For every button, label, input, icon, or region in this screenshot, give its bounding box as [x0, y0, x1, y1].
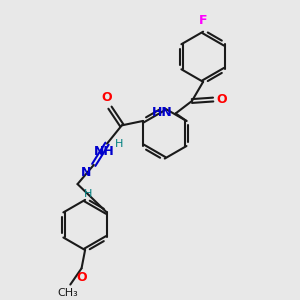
Text: HN: HN — [152, 106, 172, 119]
Text: O: O — [76, 271, 87, 284]
Text: H: H — [115, 139, 124, 149]
Text: O: O — [101, 91, 112, 104]
Text: O: O — [216, 93, 227, 106]
Text: F: F — [199, 14, 207, 27]
Text: NH: NH — [94, 145, 115, 158]
Text: CH₃: CH₃ — [58, 287, 78, 298]
Text: H: H — [84, 189, 92, 200]
Text: N: N — [81, 167, 92, 179]
